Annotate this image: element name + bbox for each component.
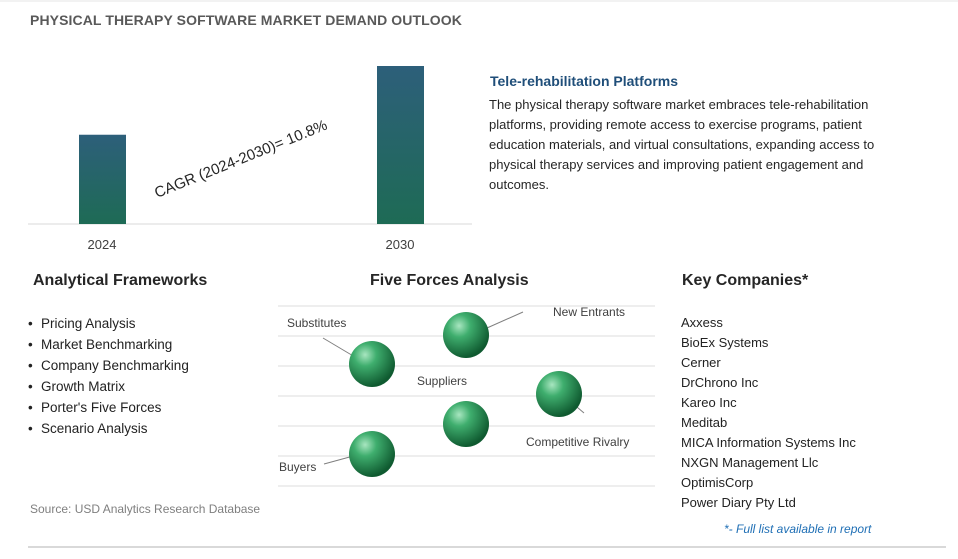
- tele-title: Tele-rehabilitation Platforms: [490, 73, 678, 89]
- list-item: Growth Matrix: [28, 376, 189, 397]
- tele-body: The physical therapy software market emb…: [489, 97, 875, 192]
- competitive-rivalry-ball: [536, 371, 582, 417]
- bar-chart: 2024 2030 CAGR (2024-2030)= 10.8%: [28, 66, 472, 252]
- buyers-ball: [349, 431, 395, 477]
- list-item: Market Benchmarking: [28, 334, 189, 355]
- list-item: Meditab: [681, 415, 728, 430]
- competitive-rivalry-label: Competitive Rivalry: [526, 435, 630, 449]
- cagr-annotation: CAGR (2024-2030)= 10.8%: [152, 117, 330, 202]
- tick-label-2030: 2030: [386, 237, 415, 252]
- substitutes-ball: [349, 341, 395, 387]
- list-item: Company Benchmarking: [28, 355, 189, 376]
- new-entrants-ball: [443, 312, 489, 358]
- list-item: Kareo Inc: [681, 395, 737, 410]
- list-item: NXGN Management Llc: [681, 455, 819, 470]
- suppliers-label: Suppliers: [417, 374, 468, 388]
- top-rule: [0, 0, 958, 2]
- list-item: Power Diary Pty Ltd: [681, 495, 796, 510]
- frameworks-list: Pricing Analysis Market Benchmarking Com…: [28, 313, 189, 439]
- list-item: Cerner: [681, 355, 721, 370]
- bottom-rule: [28, 546, 946, 548]
- five-forces-heading: Five Forces Analysis: [370, 272, 529, 289]
- five-forces-gridlines: [278, 305, 655, 487]
- companies-heading: Key Companies*: [682, 272, 809, 289]
- substitutes-label: Substitutes: [287, 316, 347, 330]
- list-item: DrChrono Inc: [681, 375, 759, 390]
- bar-2030: [377, 66, 424, 224]
- list-item: Porter's Five Forces: [28, 397, 189, 418]
- list-item: BioEx Systems: [681, 335, 769, 350]
- frameworks-heading: Analytical Frameworks: [33, 272, 208, 289]
- companies-footnote: *- Full list available in report: [724, 522, 872, 536]
- page-title: PHYSICAL THERAPY SOFTWARE MARKET DEMAND …: [30, 12, 462, 28]
- list-item: OptimisCorp: [681, 475, 754, 490]
- list-item: MICA Information Systems Inc: [681, 435, 856, 450]
- list-item: Scenario Analysis: [28, 418, 189, 439]
- suppliers-ball: [443, 401, 489, 447]
- list-item: Pricing Analysis: [28, 313, 189, 334]
- source-note: Source: USD Analytics Research Database: [30, 502, 261, 516]
- companies-list: Axxess BioEx Systems Cerner DrChrono Inc…: [681, 313, 856, 513]
- bar-2024: [79, 134, 126, 224]
- tick-label-2024: 2024: [88, 237, 117, 252]
- new-entrants-label: New Entrants: [553, 305, 626, 319]
- list-item: Axxess: [681, 315, 723, 330]
- buyers-label: Buyers: [279, 460, 317, 474]
